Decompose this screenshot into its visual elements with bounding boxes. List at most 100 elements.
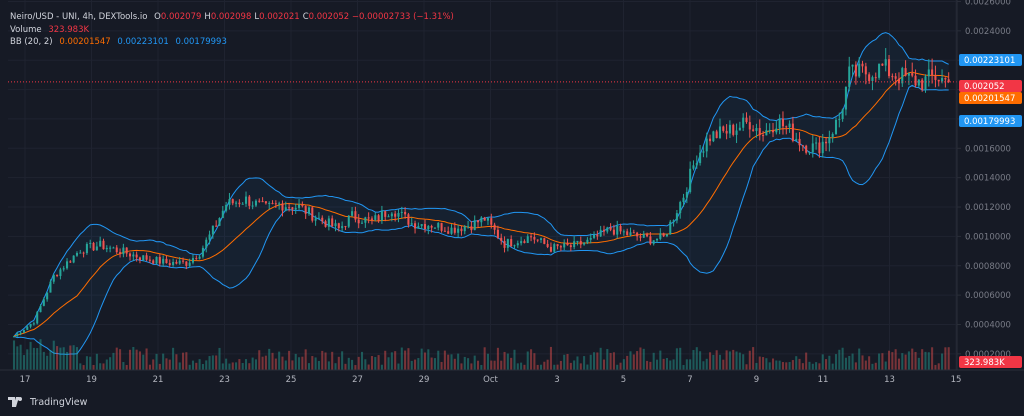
volume-bar xyxy=(138,351,141,370)
bb-label[interactable]: BB (20, 2) xyxy=(10,37,53,47)
x-tick-label: 13 xyxy=(884,375,895,385)
volume-bar xyxy=(941,353,944,370)
grid-layer xyxy=(8,0,957,370)
volume-bar xyxy=(132,346,135,370)
volume-bar xyxy=(858,348,861,370)
candle-body xyxy=(331,218,334,227)
candle-body xyxy=(155,256,158,264)
candle-body xyxy=(715,131,718,138)
price-badge xyxy=(959,80,1022,92)
candle-body xyxy=(868,74,871,81)
volume-bar xyxy=(331,351,334,370)
volume-bar xyxy=(443,350,446,370)
candle-body xyxy=(19,332,22,334)
volume-bar xyxy=(549,346,552,370)
candle-body xyxy=(785,126,788,128)
candle-body xyxy=(864,66,867,75)
candle-body xyxy=(549,246,552,252)
candle-body xyxy=(758,128,761,136)
candle-body xyxy=(36,312,39,324)
candle-body xyxy=(258,200,261,202)
volume-bar xyxy=(284,360,287,370)
candle-body xyxy=(705,138,708,152)
candle-body xyxy=(387,216,390,218)
volume-bar xyxy=(69,345,72,370)
volume-bar xyxy=(742,354,745,370)
price-candles xyxy=(8,48,957,338)
volume-bar xyxy=(699,351,702,370)
candle-body xyxy=(669,221,672,235)
candle-body xyxy=(182,260,185,262)
volume-bar xyxy=(490,360,493,370)
volume-bar xyxy=(589,354,592,370)
volume-bar xyxy=(191,360,195,370)
candle-body xyxy=(894,76,897,79)
candle-body xyxy=(652,240,655,244)
candle-body xyxy=(632,232,635,234)
y-tick-label: 0.0026000 xyxy=(965,0,1011,7)
volume-bar xyxy=(36,348,39,370)
volume-bar xyxy=(26,349,29,370)
volume-bar xyxy=(894,349,897,370)
candle-body xyxy=(589,237,592,240)
candle-body xyxy=(205,239,208,248)
candle-body xyxy=(921,79,924,90)
candle-body xyxy=(821,141,824,154)
volume-bar xyxy=(619,362,622,370)
volume-bar xyxy=(463,356,466,370)
candle-body xyxy=(251,205,254,207)
volume-bar xyxy=(450,354,453,370)
candle-body xyxy=(32,323,35,325)
candle-body xyxy=(311,207,314,221)
candle-body xyxy=(493,224,496,230)
candle-body xyxy=(304,206,307,214)
volume-bar xyxy=(937,363,940,370)
candle-body xyxy=(768,130,771,132)
candle-body xyxy=(831,133,834,138)
volume-bar xyxy=(748,350,751,370)
candle-body xyxy=(742,117,745,128)
volume-bar xyxy=(781,362,784,370)
tradingview-branding[interactable]: TradingView xyxy=(8,395,87,409)
candle-body xyxy=(775,128,778,133)
price-badge xyxy=(959,92,1022,104)
volume-bar xyxy=(738,352,741,370)
volume-bar xyxy=(85,356,88,370)
candle-body xyxy=(288,207,291,209)
candle-body xyxy=(128,253,132,257)
volume-bar xyxy=(185,352,188,370)
volume-bar xyxy=(298,357,301,370)
volume-bar xyxy=(125,364,128,370)
candle-body xyxy=(801,145,804,147)
legend-bb-row: BB (20, 2) 0.00201547 0.00223101 0.00179… xyxy=(10,36,454,49)
candle-body xyxy=(145,255,148,260)
volume-label[interactable]: Volume xyxy=(10,24,42,35)
volume-bar xyxy=(264,355,267,370)
symbol-title[interactable]: Neiro/USD - UNI, 4h, DEXTools.io xyxy=(10,12,148,22)
y-tick-label: 0.0014000 xyxy=(965,174,1011,184)
candle-body xyxy=(397,212,400,217)
candle-body xyxy=(211,225,214,235)
candle-body xyxy=(778,118,781,129)
volume-bar xyxy=(771,358,775,370)
volume-bar xyxy=(665,358,668,370)
candle-body xyxy=(158,256,161,264)
candle-body xyxy=(105,247,108,250)
candle-body xyxy=(616,225,619,235)
x-tick-label: 19 xyxy=(86,375,97,385)
volume-bar xyxy=(692,350,695,370)
volume-bar xyxy=(261,356,264,370)
candle-body xyxy=(433,227,436,229)
volume-bar xyxy=(871,363,874,370)
candle-body xyxy=(414,223,417,229)
volume-bar xyxy=(728,351,731,370)
candle-body xyxy=(699,152,702,164)
candle-body xyxy=(354,211,357,220)
volume-bar xyxy=(314,357,317,370)
candle-body xyxy=(228,199,231,205)
candle-body xyxy=(460,228,463,232)
volume-bar xyxy=(669,360,672,370)
candle-body xyxy=(523,241,526,243)
